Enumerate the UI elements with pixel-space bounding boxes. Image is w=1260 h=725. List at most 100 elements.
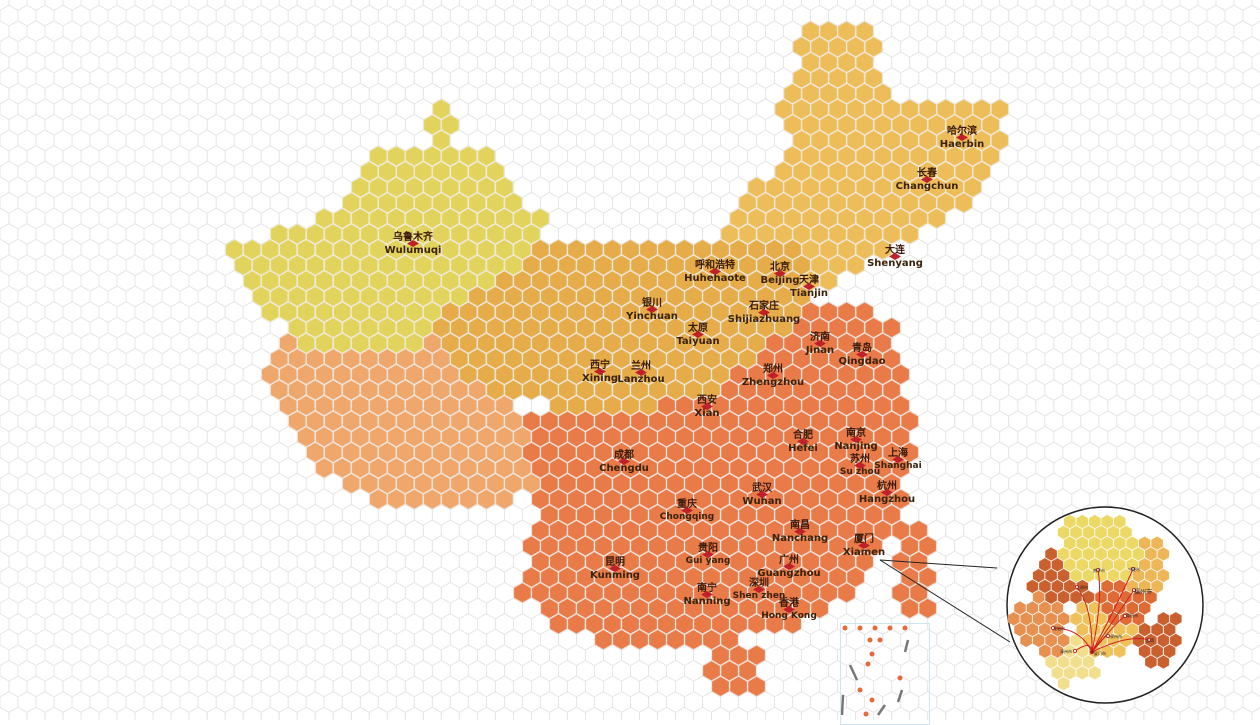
map-hex-northeast [792,36,811,58]
city-hongkong[interactable]: 香港 Hong Kong [761,598,817,621]
city-chengdu[interactable]: 成都 Chengdu [599,450,649,474]
inset-city-label: 三明市 [1076,585,1088,590]
map-hex-northeast [846,36,865,58]
map-hex-west [423,488,442,510]
map-hex-northwest [414,192,433,214]
map-hex-northwest [477,145,496,167]
map-hex-northeast [909,145,928,167]
city-guangzhou[interactable]: 广州 Guangzhou [757,555,821,579]
city-xiamen[interactable]: 厦门 Xiamen [842,534,886,558]
map-hex-southeast [891,520,910,541]
map-hex-southeast [612,504,631,526]
map-hex-northwest [414,254,433,276]
city-qingdao[interactable]: 青岛 Qingdao [838,343,886,367]
city-jinan[interactable]: 济南 Jinan [805,332,835,356]
map-hex-northwest [405,145,424,167]
map-hex-northeast [819,114,838,136]
map-hex-southeast [630,598,649,619]
map-hex-northwest [360,286,379,307]
map-hex-southeast [738,410,757,432]
city-kunming[interactable]: 昆明 Kunming [590,557,640,581]
map-hex-central [504,317,523,338]
map-hex-southeast [594,504,613,526]
map-hex-southeast [900,410,919,432]
map-hex-southeast [657,613,676,635]
map-hex-northwest [360,161,379,182]
map-hex-west [495,426,514,448]
map-hex-southeast [729,644,748,666]
city-dalian[interactable]: 大连 Shenyang [867,245,923,269]
map-hex-southeast [756,410,775,432]
city-zhengzhou[interactable]: 郑州 Zhengzhou [741,364,805,388]
map-hex-northeast [864,36,883,58]
map-hex-northeast [792,192,811,214]
city-shanghai[interactable]: 上海 Shanghai [874,448,922,471]
city-nanjing[interactable]: 南京 Nanjing [834,428,878,452]
map-hex-west [477,395,496,416]
map-hex-central [621,395,640,416]
map-hex-northwest [297,301,316,323]
map-hex-west [495,457,514,479]
map-hex-southeast [837,488,856,510]
map-hex-northeast [810,67,829,89]
city-nanning[interactable]: 南宁 Nanning [683,583,731,607]
city-changchun[interactable]: 长春 Changchun [895,168,959,192]
map-hex-west [342,473,361,494]
city-lanzhou[interactable]: 兰州 Lanzhou [617,361,665,385]
map-hex-northeast [864,67,883,89]
map-hex-central [558,317,577,338]
city-nanchang[interactable]: 南昌 Nanchang [771,520,829,544]
map-hex-northwest [288,317,307,338]
city-wulumuqi[interactable]: 乌鲁木齐 Wulumuqi [384,232,442,256]
map-hex-northeast [819,208,838,229]
city-shenzhen[interactable]: 深圳 Shen zhen [732,578,786,601]
city-hangzhou[interactable]: 杭州 Hangzhou [858,481,916,505]
map-hex-southeast [612,473,631,494]
map-hex-southeast [666,410,685,432]
city-hefei[interactable]: 合肥 Hefei [788,430,818,454]
map-hex-southeast [864,504,883,526]
map-hex-southeast [531,551,550,572]
city-wuhan[interactable]: 武汉 Wuhan [742,483,782,507]
map-hex-southeast [522,535,541,557]
map-hex-central [621,270,640,292]
map-hex-northeast [855,114,874,136]
city-huhehaote[interactable]: 呼和浩特 Huhehaote [684,260,746,284]
city-xining[interactable]: 西宁 Xining [582,360,618,384]
map-hex-west [468,379,487,401]
city-chongqing[interactable]: 重庆 Chongqing [659,499,715,522]
city-haerbin[interactable]: 哈尔滨 Haerbin [939,126,985,150]
map-hex-southeast [900,566,919,588]
map-hex-northeast [846,130,865,151]
map-hex-northeast [927,208,946,229]
map-hex-northeast [783,176,802,198]
city-xian[interactable]: 西安 Xian [694,395,720,419]
map-hex-northwest [279,239,298,260]
map-hex-central [540,286,559,307]
map-hex-central [576,254,595,276]
map-hex-northwest [495,176,514,198]
city-shijiazhuang[interactable]: 石家庄 Shijiazhuang [727,301,801,325]
map-hex-northeast [783,114,802,136]
city-taiyuan[interactable]: 太原 Taiyuan [676,323,720,347]
map-hex-central [783,239,802,260]
map-hex-northeast [990,130,1009,151]
map-hex-southeast [711,676,730,697]
map-hex-northeast [846,67,865,89]
city-yinchuan[interactable]: 银川 Yinchuan [626,298,678,322]
map-hex-southeast [585,582,604,604]
city-tianjin[interactable]: 天津 Tianjin [789,275,829,299]
map-hex-west [432,473,451,494]
map-hex-northwest [333,270,352,292]
map-hex-west [414,473,433,494]
map-hex-central [468,317,487,338]
map-hex-southeast [846,317,865,338]
map-hex-southeast [828,504,847,526]
map-hex-northeast [873,208,892,229]
map-hex-southeast [873,395,892,416]
map-hex-northeast [792,161,811,182]
map-hex-northeast [801,145,820,167]
map-hex-southeast [801,364,820,385]
map-hex-northeast [864,223,883,245]
city-guiyang[interactable]: 贵阳 Gui yang [685,543,731,566]
